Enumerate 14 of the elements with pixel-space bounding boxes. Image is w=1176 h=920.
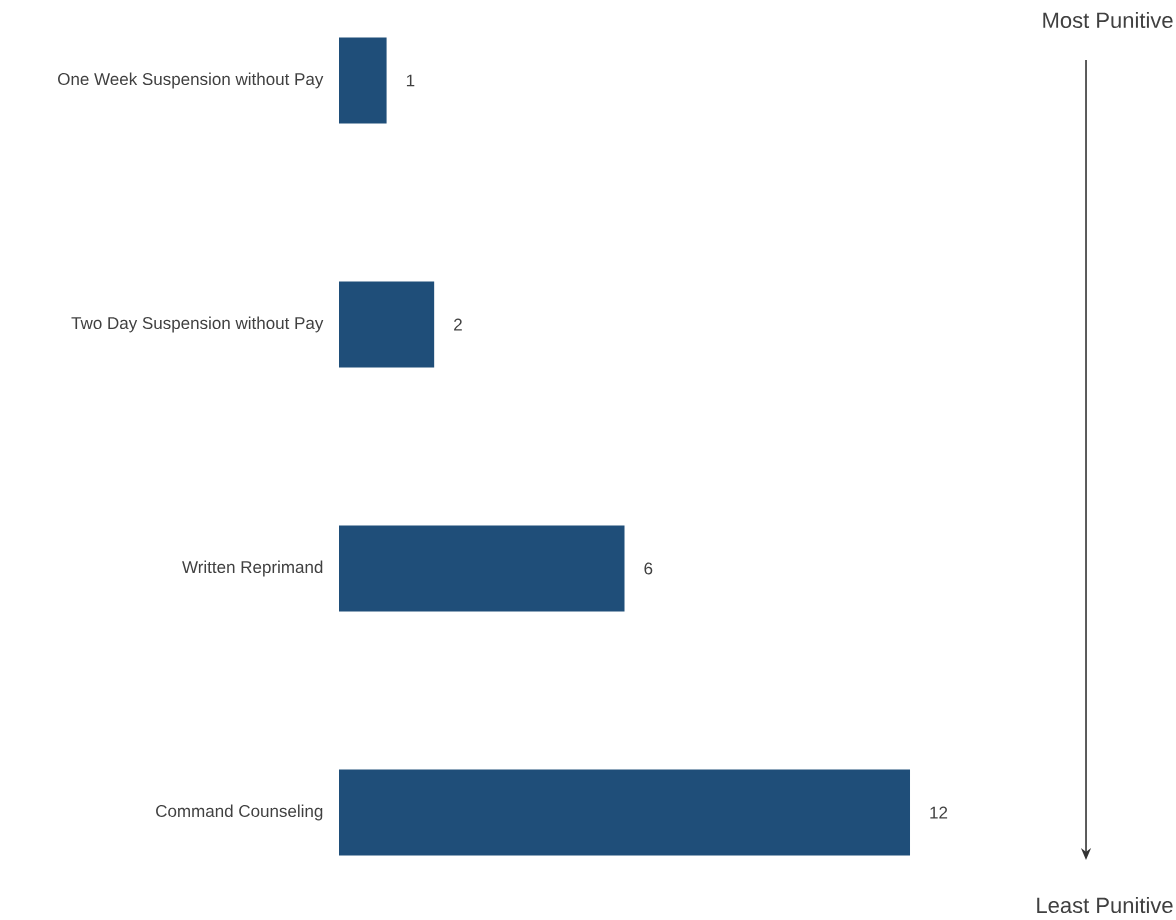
bar [339, 37, 387, 124]
y-tick-label: Command Counseling [156, 804, 323, 821]
y-tick-label: Two Day Suspension without Pay [71, 316, 324, 333]
y-tick-label: Written Reprimand [182, 560, 323, 577]
data-label: 6 [644, 562, 653, 575]
text: Least Punitive [1037, 896, 1173, 914]
y-tick-label: One Week Suspension without Pay [58, 72, 324, 89]
data-label: 2 [454, 318, 462, 331]
data-label: 12 [930, 806, 948, 819]
text: Most Punitive [1043, 11, 1173, 29]
data-label: 1 [406, 74, 415, 87]
bar [339, 525, 625, 612]
bar [339, 769, 911, 856]
bar [339, 281, 435, 368]
